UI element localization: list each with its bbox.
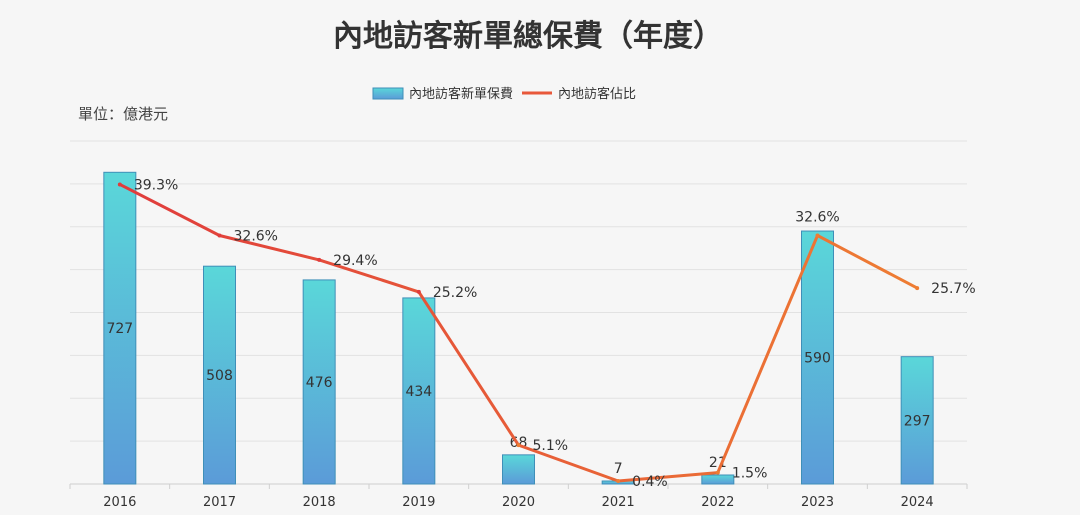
unit-label: 單位：億港元 [78,105,168,123]
x-tick-label-2023: 2023 [801,495,834,510]
bar-label-2017: 508 [206,368,233,384]
line-label-2018: 29.4% [333,253,377,269]
x-tick-label-2017: 2017 [203,495,236,510]
line-point-2017[interactable] [217,233,222,238]
x-tick-label-2024: 2024 [901,495,934,510]
line-label-2021: 0.4% [632,474,668,490]
bar-2016[interactable] [103,171,137,485]
line-label-2024: 25.7% [931,281,975,297]
line-point-2019[interactable] [416,289,421,294]
bar-label-2018: 476 [306,375,333,391]
line-layer: 39.3% 32.6% 29.4% 25.2% 5.1% 0.4% 1.5% 32.6% 25.… [117,177,976,490]
line-label-2017: 32.6% [234,229,278,245]
bar-2023[interactable] [801,230,834,485]
line-label-2023: 32.6% [795,210,839,226]
line-point-2016[interactable] [117,182,122,187]
bar-2022[interactable] [701,474,735,485]
bar-label-2021: 7 [614,461,623,477]
x-tick-label-2021: 2021 [602,495,635,510]
x-tick-label-2022: 2022 [701,495,734,510]
bar-label-2016: 727 [106,321,133,337]
line-point-2024[interactable] [915,286,920,291]
x-ticks: 2016 2017 2018 2019 2020 2021 2022 2023 2024 [103,495,933,510]
legend-label-line: 內地訪客佔比 [558,86,636,102]
line-label-2016: 39.3% [134,177,178,193]
line-point-2023[interactable] [815,233,820,238]
bar-label-2019: 434 [405,384,432,400]
x-tick-label-2016: 2016 [103,495,136,510]
bar-2018[interactable] [302,279,336,485]
bar-2019[interactable] [402,297,436,485]
bar-2017[interactable] [203,265,236,485]
bar-2020[interactable] [502,454,535,485]
x-tick-label-2019: 2019 [402,495,435,510]
legend-item-bar[interactable]: 內地訪客新單保費 [372,86,513,102]
legend-swatch-bar [372,87,404,100]
x-tick-label-2020: 2020 [502,495,535,510]
bar-label-2024: 297 [904,413,931,429]
legend: 內地訪客新單保費 內地訪客佔比 [372,86,636,102]
legend-item-line[interactable]: 內地訪客佔比 [522,86,636,102]
line-point-2022[interactable] [715,470,720,475]
bar-2024[interactable] [900,356,934,485]
bar-label-2023: 590 [804,351,831,367]
chart-title: 內地訪客新單總保費（年度） [333,19,723,54]
line-point-2020[interactable] [516,443,521,448]
line-point-2018[interactable] [317,257,322,262]
x-tick-label-2018: 2018 [303,495,336,510]
line-label-2019: 25.2% [433,285,477,301]
line-label-2020: 5.1% [533,438,569,454]
line-point-2021[interactable] [616,478,621,483]
line-label-2022: 1.5% [732,466,768,482]
legend-label-bar: 內地訪客新單保費 [409,86,513,102]
